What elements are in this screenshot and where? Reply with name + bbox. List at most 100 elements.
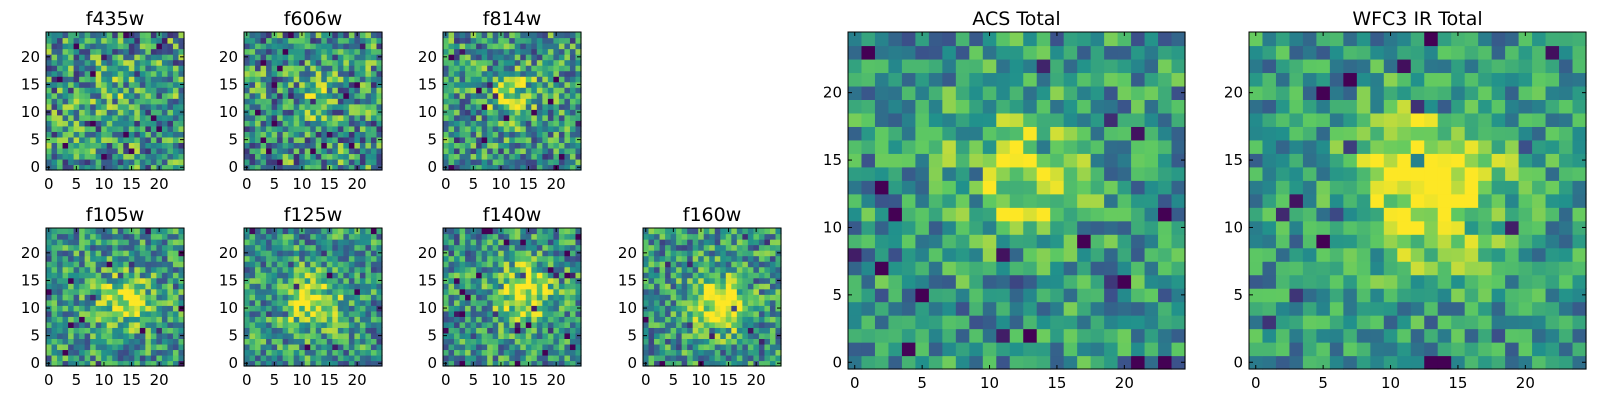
- heatmap-cell: [681, 354, 688, 362]
- heatmap-cell: [156, 244, 163, 251]
- heatmap-cell: [145, 244, 152, 251]
- heatmap-cell: [150, 153, 157, 160]
- heatmap-cell: [465, 299, 472, 306]
- heatmap-cell: [106, 327, 113, 334]
- heatmap-cell: [167, 153, 174, 160]
- heatmap-cell: [326, 114, 333, 121]
- heatmap-cell: [725, 272, 732, 279]
- heatmap-cell: [249, 153, 256, 160]
- heatmap-cell: [692, 294, 699, 301]
- heatmap-cell: [249, 120, 256, 127]
- heatmap-cell: [62, 92, 69, 99]
- heatmap-cell: [161, 164, 169, 171]
- heatmap-cell: [520, 59, 527, 66]
- heatmap-cell: [736, 327, 743, 334]
- heatmap-cell: [470, 125, 477, 132]
- heatmap-cell: [564, 305, 571, 312]
- heatmap-cell: [112, 332, 119, 339]
- heatmap-cell: [112, 360, 119, 367]
- heatmap-cell: [293, 153, 300, 160]
- heatmap-cell: [714, 305, 721, 312]
- heatmap-cell: [326, 354, 333, 362]
- heatmap-cell: [299, 321, 306, 328]
- heatmap-cell: [370, 343, 378, 351]
- heatmap-cell: [558, 316, 566, 323]
- heatmap-cell: [564, 277, 571, 284]
- heatmap-cell: [348, 305, 355, 312]
- heatmap-cell: [101, 305, 108, 312]
- heatmap-cell: [46, 321, 53, 328]
- heatmap-cell: [293, 76, 300, 83]
- heatmap-cell: [481, 92, 488, 99]
- heatmap-cell: [720, 233, 727, 240]
- heatmap-cell: [928, 261, 943, 276]
- heatmap-cell: [492, 349, 499, 356]
- heatmap-cell: [370, 310, 378, 317]
- heatmap-cell: [95, 338, 102, 345]
- heatmap-cell: [73, 37, 80, 44]
- heatmap-cell: [531, 343, 538, 351]
- heatmap-cell: [1036, 301, 1051, 316]
- heatmap-cell: [996, 288, 1011, 303]
- heatmap-cell: [481, 332, 488, 339]
- heatmap-cell: [448, 125, 455, 132]
- heatmap-cell: [68, 131, 75, 138]
- heatmap-cell: [564, 92, 571, 99]
- heatmap-cell: [1090, 193, 1105, 208]
- heatmap-cell: [376, 321, 383, 328]
- heatmap-cell: [470, 70, 477, 77]
- heatmap-cell: [348, 158, 355, 166]
- heatmap-cell: [370, 81, 378, 88]
- heatmap-cell: [520, 349, 527, 356]
- heatmap-cell: [525, 316, 532, 323]
- heatmap-cell: [492, 70, 499, 77]
- heatmap-cell: [321, 283, 328, 290]
- heatmap-cell: [321, 305, 328, 312]
- heatmap-cell: [492, 54, 499, 61]
- heatmap-cell: [139, 349, 146, 356]
- heatmap-cell: [736, 244, 743, 251]
- heatmap-cell: [542, 360, 549, 367]
- heatmap-cell: [117, 54, 124, 61]
- heatmap-cell: [321, 32, 328, 39]
- heatmap-cell: [569, 92, 577, 99]
- heatmap-cell: [498, 316, 505, 323]
- heatmap-cell: [454, 98, 461, 105]
- heatmap-cell: [720, 338, 727, 345]
- heatmap-cell: [514, 98, 521, 105]
- heatmap-cell: [1009, 315, 1024, 330]
- heatmap-cell: [46, 65, 53, 72]
- heatmap-cell: [725, 354, 732, 362]
- heatmap-cell: [1117, 234, 1132, 249]
- heatmap-cell: [498, 332, 505, 339]
- heatmap-cell: [753, 288, 760, 295]
- heatmap-cell: [569, 332, 577, 339]
- heatmap-cell: [370, 321, 378, 328]
- heatmap-cell: [665, 239, 672, 246]
- heatmap-cell: [139, 59, 146, 66]
- heatmap-cell: [337, 299, 344, 306]
- heatmap-cell: [57, 272, 64, 279]
- heatmap-cell: [928, 301, 943, 316]
- heatmap-cell: [304, 87, 311, 94]
- heatmap-cell: [79, 327, 86, 334]
- heatmap-cell: [51, 164, 58, 171]
- heatmap-cell: [709, 250, 716, 257]
- heatmap-cell: [569, 305, 577, 312]
- heatmap-cell: [95, 114, 102, 121]
- heatmap-cell: [365, 332, 372, 339]
- axes-frame: [45, 227, 185, 367]
- heatmap-cell: [525, 233, 532, 240]
- heatmap-cell: [255, 109, 262, 116]
- heatmap-cell: [62, 98, 69, 105]
- heatmap-cell: [145, 76, 152, 83]
- heatmap-cell: [376, 158, 383, 166]
- heatmap-cell: [459, 153, 466, 160]
- heatmap-cell: [123, 120, 130, 127]
- heatmap-cell: [531, 228, 538, 235]
- heatmap-cell: [277, 103, 284, 110]
- heatmap-cell: [57, 310, 64, 317]
- heatmap-cell: [487, 288, 494, 295]
- heatmap-cell: [134, 147, 141, 155]
- heatmap-cell: [68, 239, 75, 246]
